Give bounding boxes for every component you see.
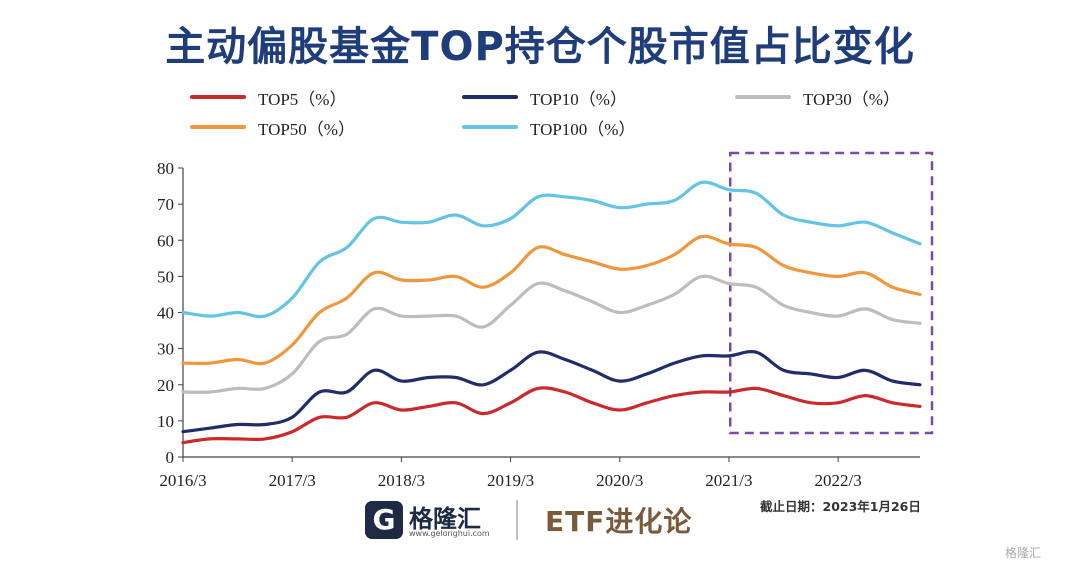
chart-axes: 0 10 20 30 40 50 60 70 80 2016/3 2017/3 2018/3 2019/… [157, 159, 920, 490]
x-tick-label: 2018/3 [378, 471, 425, 490]
y-tick-label: 50 [157, 267, 174, 286]
x-tick-label: 2016/3 [159, 471, 206, 490]
x-tick-label: 2020/3 [596, 471, 643, 490]
legend-label: TOP100（%） [530, 119, 636, 139]
legend-swatch [190, 95, 246, 99]
x-tick-label: 2019/3 [487, 471, 534, 490]
y-tick-label: 70 [157, 195, 174, 214]
legend-item-top50: TOP50（%） [190, 117, 355, 139]
y-tick-label: 10 [157, 412, 174, 431]
legend-swatch [462, 95, 518, 99]
legend-swatch [190, 125, 246, 129]
legend-label: TOP50（%） [258, 119, 355, 139]
logo-url: www.gelonghui.com [409, 529, 490, 538]
legend-label: TOP30（%） [803, 89, 900, 109]
y-tick-label: 40 [157, 304, 174, 323]
series-line [181, 350, 922, 434]
legend-item-top100: TOP100（%） [462, 117, 636, 139]
series-line [181, 386, 922, 445]
series-line [181, 180, 922, 319]
legend-label: TOP10（%） [530, 89, 627, 109]
gelonghui-logo: G 格隆汇 www.gelonghui.com [365, 495, 495, 545]
legend-swatch [462, 125, 518, 129]
series-line [181, 274, 922, 394]
logo-mark-icon: G [365, 501, 403, 539]
legend-item-top10: TOP10（%） [462, 87, 627, 109]
y-tick-label: 20 [157, 376, 174, 395]
logo-name: 格隆汇 [409, 505, 481, 533]
y-tick-label: 80 [157, 159, 174, 178]
watermark: 格隆汇 [1005, 546, 1042, 560]
chart-legend: TOP5（%） TOP10（%） TOP30（%） TOP50（%） TOP10… [0, 0, 1080, 150]
y-tick-label: 30 [157, 340, 174, 359]
footer-divider [516, 500, 518, 540]
legend-swatch [735, 95, 791, 99]
chart-title: 主动偏股基金TOP持仓个股市值占比变化 [165, 24, 915, 70]
legend-label: TOP5（%） [258, 89, 347, 109]
x-tick-label: 2022/3 [814, 471, 861, 490]
y-tick-label: 0 [166, 448, 175, 467]
x-tick-label: 2017/3 [269, 471, 316, 490]
legend-item-top5: TOP5（%） [190, 87, 347, 109]
legend-item-top30: TOP30（%） [735, 87, 900, 109]
cutoff-date: 截止日期：2023年1月26日 [760, 499, 921, 514]
series-line [181, 234, 922, 366]
y-tick-label: 60 [157, 231, 174, 250]
etf-brand: ETF进化论 [545, 505, 693, 538]
x-tick-label: 2021/3 [705, 471, 752, 490]
series-lines [181, 180, 922, 445]
